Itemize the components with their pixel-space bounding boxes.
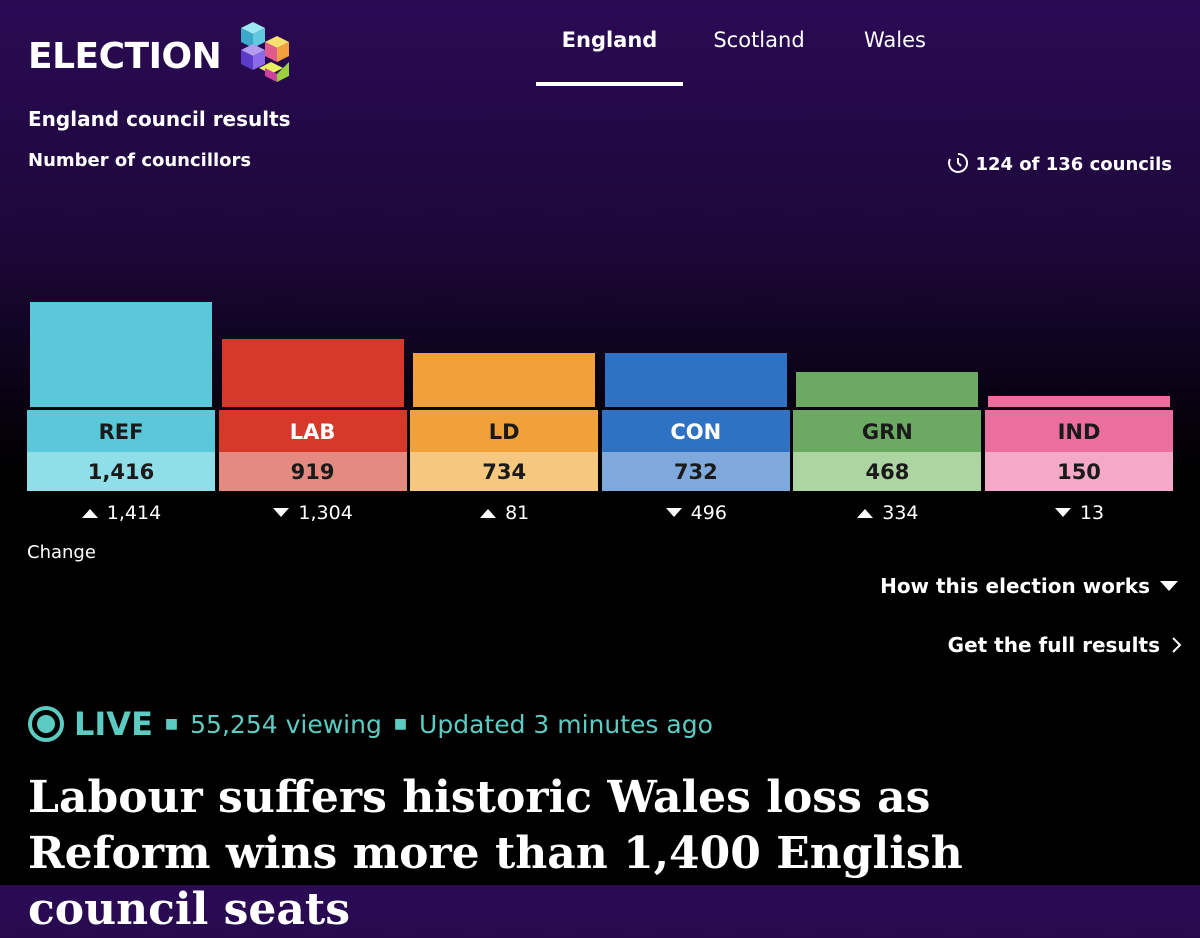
link[interactable]: How this election works: [880, 574, 1178, 598]
logo[interactable]: ELECTION: [28, 22, 297, 82]
bar: [604, 352, 787, 407]
seat-count: 732: [601, 452, 790, 491]
change-value: 81: [505, 502, 530, 524]
arrow-shape: [273, 508, 290, 517]
headline[interactable]: Labour suffers historic Wales loss as Re…: [28, 772, 963, 935]
arrow-shape: [81, 509, 98, 518]
nav-tab[interactable]: Wales: [864, 28, 926, 52]
seat-count: 734: [410, 452, 599, 491]
change-value: 1,304: [298, 502, 353, 524]
progress-text: 124 of 136 councils: [975, 154, 1172, 175]
change: 1,414: [27, 500, 215, 526]
party-label: REF: [27, 410, 215, 452]
live-badge: LIVE: [74, 705, 153, 743]
bar: [30, 302, 212, 407]
chart-title: England council results: [28, 107, 291, 131]
seat-count: 1,416: [27, 452, 215, 491]
separator: ■: [393, 716, 408, 732]
change-arrow: [81, 509, 98, 518]
change-value: 334: [882, 502, 919, 524]
bar: [988, 395, 1170, 407]
arrow-shape: [1054, 508, 1071, 517]
viewing: 55,254 viewing: [190, 709, 382, 739]
party-label: LAB: [218, 410, 407, 452]
party-label: IND: [985, 410, 1173, 452]
change: 1,304: [219, 500, 407, 526]
page: ELECTION England Scotland Wales England co…: [0, 0, 1200, 885]
change: 496: [602, 500, 790, 526]
link-text: How this election works: [880, 574, 1150, 598]
change-arrow: [273, 508, 290, 517]
nav-tab[interactable]: England: [561, 28, 658, 52]
seat-count: 468: [793, 452, 982, 491]
nav-tab[interactable]: Scotland: [713, 28, 805, 52]
bar: [413, 352, 596, 407]
arrow-shape: [480, 509, 497, 518]
active-underline: [536, 82, 683, 86]
logo-icon: [241, 22, 290, 82]
live-bar: LIVE ■ 55,254 viewing ■ Updated 3 minute…: [26, 704, 713, 744]
change-arrow: [665, 508, 682, 517]
logo-text: ELECTION: [28, 36, 222, 77]
change-value: 496: [690, 502, 727, 524]
party-label: CON: [601, 410, 790, 452]
bar: [221, 338, 404, 407]
caret-icon: [1160, 581, 1178, 591]
arrow-shape: [857, 509, 874, 518]
change-label: Change: [27, 542, 96, 563]
seat-count: 150: [985, 452, 1173, 491]
party-label: GRN: [793, 410, 982, 452]
bar: [796, 372, 979, 407]
link-text: Get the full results: [947, 633, 1160, 657]
link[interactable]: Get the full results: [948, 633, 1182, 657]
progress: 124 of 136 councils: [947, 152, 1172, 175]
arrow-shape: [665, 508, 682, 517]
seat-count: 919: [218, 452, 407, 491]
change-arrow: [1054, 508, 1071, 517]
separator: ■: [164, 716, 179, 732]
clock-icon: [948, 152, 969, 173]
chevron-icon: [1172, 637, 1182, 653]
change-arrow: [480, 509, 497, 518]
party-label: LD: [410, 410, 599, 452]
change-arrow: [857, 509, 874, 518]
change-value: 1,414: [106, 502, 162, 524]
live-icon: [28, 706, 64, 742]
change-value: 13: [1079, 502, 1105, 524]
chart-subtitle: Number of councillors: [28, 150, 252, 171]
change: 81: [410, 500, 598, 526]
updated: Updated 3 minutes ago: [419, 709, 713, 739]
change: 13: [985, 500, 1173, 526]
change: 334: [793, 500, 981, 526]
